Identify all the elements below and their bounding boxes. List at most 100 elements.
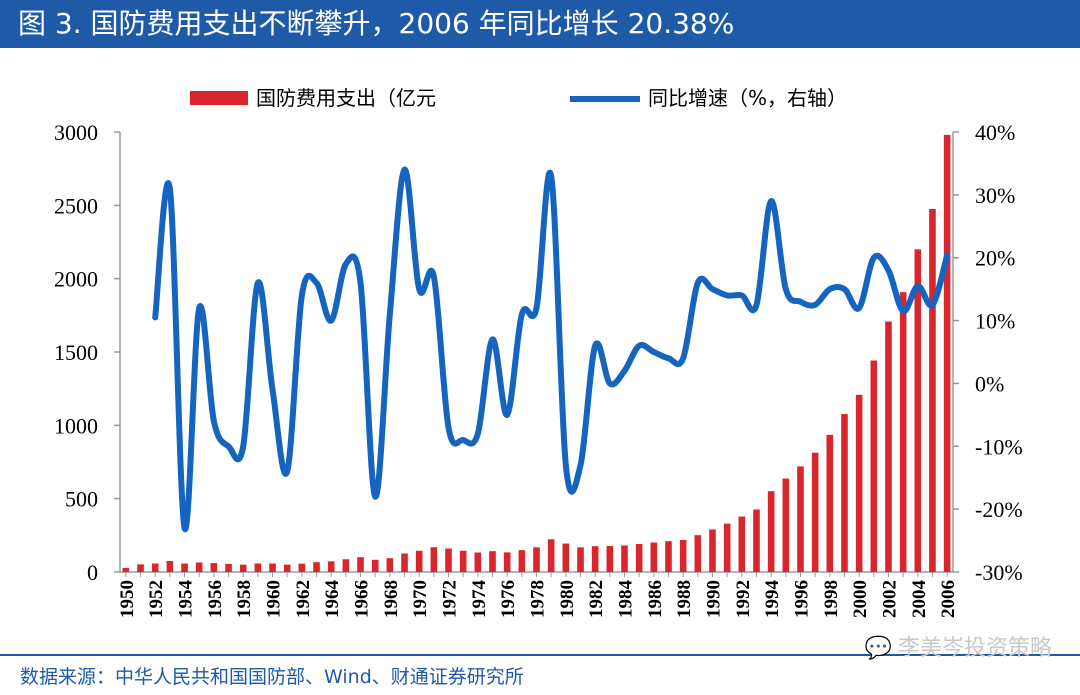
bar [181,563,188,572]
legend-label-bar: 国防费用支出（亿元 [256,86,436,110]
wechat-icon: 💬 [864,636,892,661]
line-point [492,338,494,340]
bar [914,249,922,573]
tick-labels-layer: 0 500 1000 1500 2000 2500 3000 -30% -20% -10% 0% 10… [54,120,1023,618]
line-point [667,357,669,359]
bar [694,535,702,572]
x-tick-label: 2004 [909,580,930,619]
chart-title: 图 3. 国防费用支出不断攀升，2006 年同比增长 20.38% [0,0,1080,48]
line-point [785,288,787,290]
bar [195,562,203,572]
footer-divider [0,654,1080,656]
bar [357,557,364,572]
x-tick-label: 1950 [117,580,138,618]
bar [841,414,848,572]
line-point [404,169,406,171]
bar [562,543,570,572]
bar [650,542,658,572]
bar [430,547,438,572]
bar [415,550,423,572]
line-point [301,294,303,296]
x-tick-label: 1968 [381,580,402,618]
line-point [609,382,611,384]
line-point [198,307,200,309]
x-tick-label: 2000 [850,580,871,618]
bar [166,561,174,572]
y-left-tick-label: 1500 [54,340,98,365]
line-point [228,445,230,447]
bar [225,563,232,572]
y-right-tick-label: 20% [975,246,1015,271]
y-left-tick-label: 0 [87,560,98,585]
line-point [931,304,933,306]
bar [797,466,804,572]
line-point [550,175,552,177]
line-point [506,414,508,416]
bar [445,548,452,572]
line-point [902,310,904,312]
x-tick-label: 1960 [264,580,285,618]
x-tick-label: 1998 [821,580,842,618]
x-tick-label: 1954 [176,580,197,619]
x-tick-label: 1996 [791,580,812,618]
bar [635,543,643,572]
line-point [829,288,831,290]
x-tick-label: 1990 [703,580,724,618]
x-tick-label: 1978 [528,580,549,618]
y-right-tick-label: 10% [975,309,1015,334]
bar [342,559,350,572]
bar [533,547,540,572]
x-tick-label: 2006 [938,580,959,618]
x-tick-label: 1992 [733,580,754,618]
bar [386,558,394,572]
y-left-tick-label: 2000 [54,267,98,292]
line-point [623,370,625,372]
bar [767,491,775,572]
bar [738,516,746,572]
bar [577,547,584,572]
line-point [448,426,450,428]
bar [489,551,496,572]
line-point [711,288,713,290]
y-right-tick-label: 40% [975,120,1015,145]
line-point [653,351,655,353]
bar [371,559,379,572]
bar [137,564,144,572]
bar [283,564,291,572]
line-point [799,301,801,303]
bar [254,563,262,572]
y-right-tick-label: -10% [975,434,1023,459]
bar [606,546,614,572]
bar-series-layer [122,134,951,573]
line-series-layer [152,166,951,533]
line-point [638,345,640,347]
bar [826,434,834,572]
line-point [843,288,845,290]
bar [782,478,790,572]
bar [151,563,159,572]
bar [474,552,482,572]
line-point [242,445,244,447]
x-tick-label: 1970 [410,580,431,618]
bar [885,321,892,572]
x-tick-label: 1966 [352,580,373,618]
y-left-tick-label: 1000 [54,413,98,438]
line-point [858,307,860,309]
line-point [887,269,889,271]
line-point [755,304,757,306]
bar [929,209,936,572]
bar [239,564,247,572]
legend-swatch-bar [190,91,248,105]
bar [269,563,276,572]
x-tick-label: 1976 [498,580,519,618]
x-tick-label: 1952 [146,580,167,618]
legend-label-line: 同比增速（%，右轴） [648,86,847,110]
x-tick-label: 1988 [674,580,695,618]
bar [943,134,951,572]
line-point [946,254,948,256]
line-point [697,282,699,284]
bar [723,523,731,572]
bar [870,360,878,572]
x-tick-label: 1982 [586,580,607,618]
line-point [770,200,772,202]
